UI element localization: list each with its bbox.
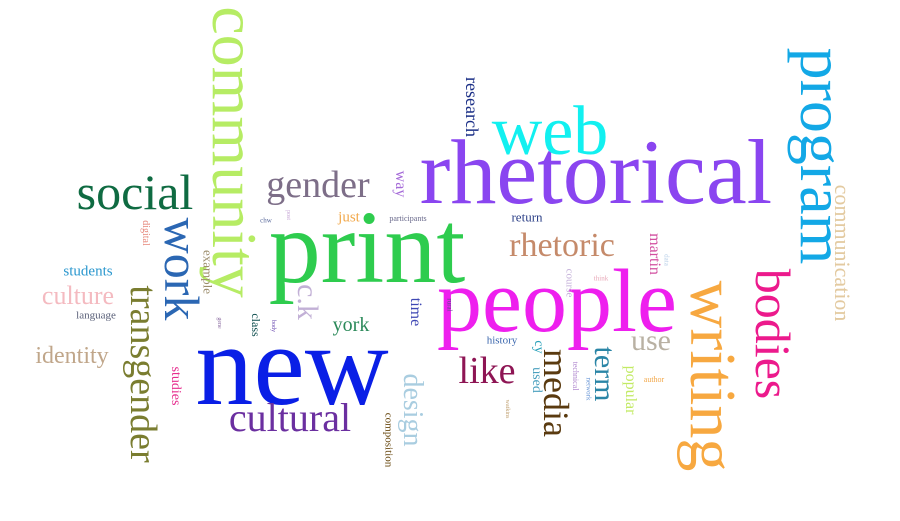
word-new: new <box>195 302 389 430</box>
word-web: web <box>491 93 609 170</box>
word-culture: culture <box>41 281 115 310</box>
word-participants: participants <box>389 214 427 223</box>
word-watkins: watkins <box>504 399 510 419</box>
word-social: social <box>76 164 194 220</box>
word-use: use <box>631 324 671 357</box>
word-martin: martin <box>646 233 663 275</box>
word-post: post <box>285 209 291 221</box>
word-identity: identity <box>35 343 109 369</box>
word-writing: writing <box>676 280 749 472</box>
word-course: course <box>563 268 576 298</box>
word-cultural: cultural <box>228 395 352 440</box>
word-like: like <box>458 350 516 392</box>
word-rural: rural <box>445 298 454 312</box>
word-design: design <box>397 373 428 447</box>
word-think: think <box>593 274 609 283</box>
word-gender: gender <box>266 164 370 206</box>
word-used: used <box>529 367 544 393</box>
word-studies: studies <box>168 366 183 406</box>
word-communication: communication <box>830 184 855 322</box>
word-class: class <box>249 313 263 337</box>
word-bodies: bodies <box>745 268 801 400</box>
word-way: way <box>392 170 409 198</box>
word-just: just <box>338 209 360 226</box>
word-students: students <box>63 263 113 280</box>
word-term: term <box>588 346 621 402</box>
word-network: network <box>584 377 593 401</box>
word-media: media <box>536 349 576 437</box>
word-popular: popular <box>622 365 639 415</box>
word-ck: c.k <box>291 284 324 320</box>
word-technical: technical <box>571 361 580 391</box>
word-cy: cy <box>531 340 546 354</box>
word-transgender: transgender <box>122 285 164 463</box>
word-work: work <box>154 217 210 321</box>
word-digital: digital <box>140 220 151 246</box>
word-return: return <box>511 209 543 225</box>
word-body: body <box>270 320 276 332</box>
word-author: author <box>643 375 665 384</box>
word-example: example <box>200 249 216 295</box>
word-language: language <box>76 309 116 322</box>
word-gene: gene <box>216 317 222 329</box>
word-york: york <box>332 314 370 336</box>
word-history: history <box>486 334 518 347</box>
word-rhetoric: rhetoric <box>509 227 615 264</box>
word-print: print <box>268 190 466 305</box>
word-data: data <box>662 254 671 266</box>
word-research: research <box>462 77 482 137</box>
word-composition: composition <box>382 412 395 468</box>
word-time: time <box>407 297 424 327</box>
word-rhetorical: rhetorical <box>419 121 773 223</box>
word-chw: chw <box>260 216 272 225</box>
word-people: people <box>437 252 677 351</box>
